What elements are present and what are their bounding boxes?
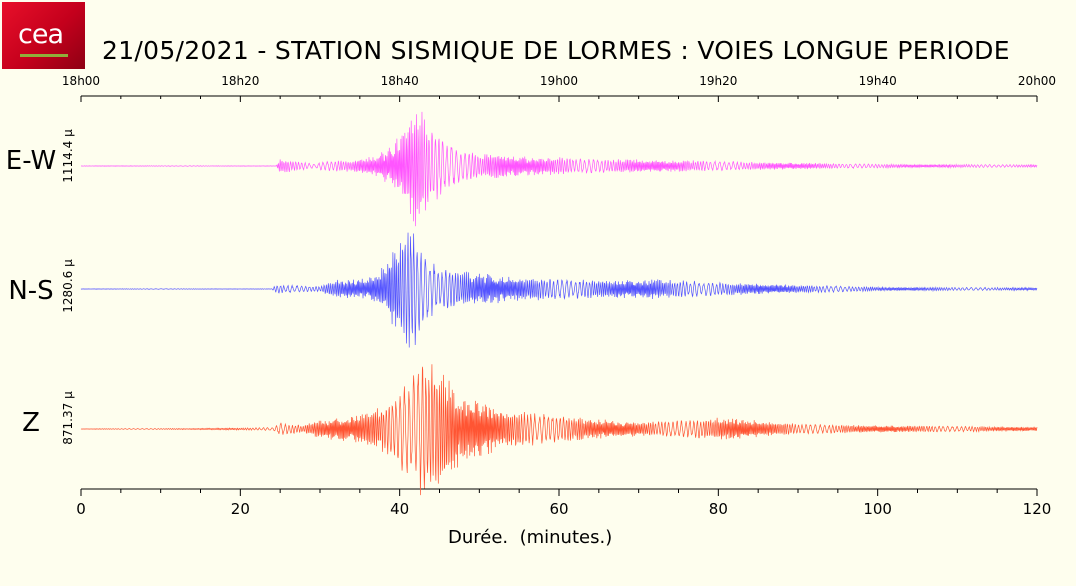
trace-n-s: N-S 1280.6 µ	[8, 232, 1038, 348]
top-tick-label: 18h20	[221, 74, 259, 88]
top-tick-label: 18h40	[381, 74, 419, 88]
channel-label: N-S	[8, 276, 53, 306]
trace-line-n-s	[80, 232, 1038, 348]
channel-label: Z	[22, 408, 40, 438]
channel-label: E-W	[6, 146, 56, 176]
trace-z: Z 871.37 µ	[22, 364, 1038, 496]
top-tick-label: 18h00	[62, 74, 100, 88]
bottom-duration-axis: 0 20 40 60 80 100 120	[76, 488, 1052, 518]
top-tick-label: 20h00	[1018, 74, 1056, 88]
x-axis-label: Durée. (minutes.)	[448, 527, 613, 548]
bottom-tick-label: 20	[231, 500, 250, 518]
traces-group: E-W 1114.4 µ N-S 1280.6 µ Z 871.37 µ	[6, 111, 1038, 496]
bottom-tick-label: 60	[549, 500, 568, 518]
trace-e-w: E-W 1114.4 µ	[6, 111, 1038, 227]
logo-bar	[20, 54, 68, 57]
amplitude-label: 1280.6 µ	[61, 259, 75, 313]
amplitude-label: 871.37 µ	[61, 391, 75, 445]
trace-line-e-w	[80, 111, 1038, 227]
bottom-tick-label: 40	[390, 500, 409, 518]
cea-logo: cea	[2, 2, 85, 69]
top-tick-label: 19h00	[540, 74, 578, 88]
chart-title: 21/05/2021 - STATION SISMIQUE DE LORMES …	[102, 36, 1010, 65]
bottom-tick-label: 80	[709, 500, 728, 518]
bottom-tick-label: 120	[1023, 500, 1052, 518]
top-tick-label: 19h40	[859, 74, 897, 88]
top-tick-label: 19h20	[699, 74, 737, 88]
trace-line-z	[80, 364, 1038, 496]
logo-text: cea	[18, 19, 64, 50]
amplitude-label: 1114.4 µ	[61, 129, 75, 183]
bottom-tick-label: 0	[76, 500, 86, 518]
top-time-axis: 18h00 18h20 18h40 19h00 19h20 19h40 20h00	[62, 74, 1056, 102]
bottom-tick-label: 100	[863, 500, 892, 518]
